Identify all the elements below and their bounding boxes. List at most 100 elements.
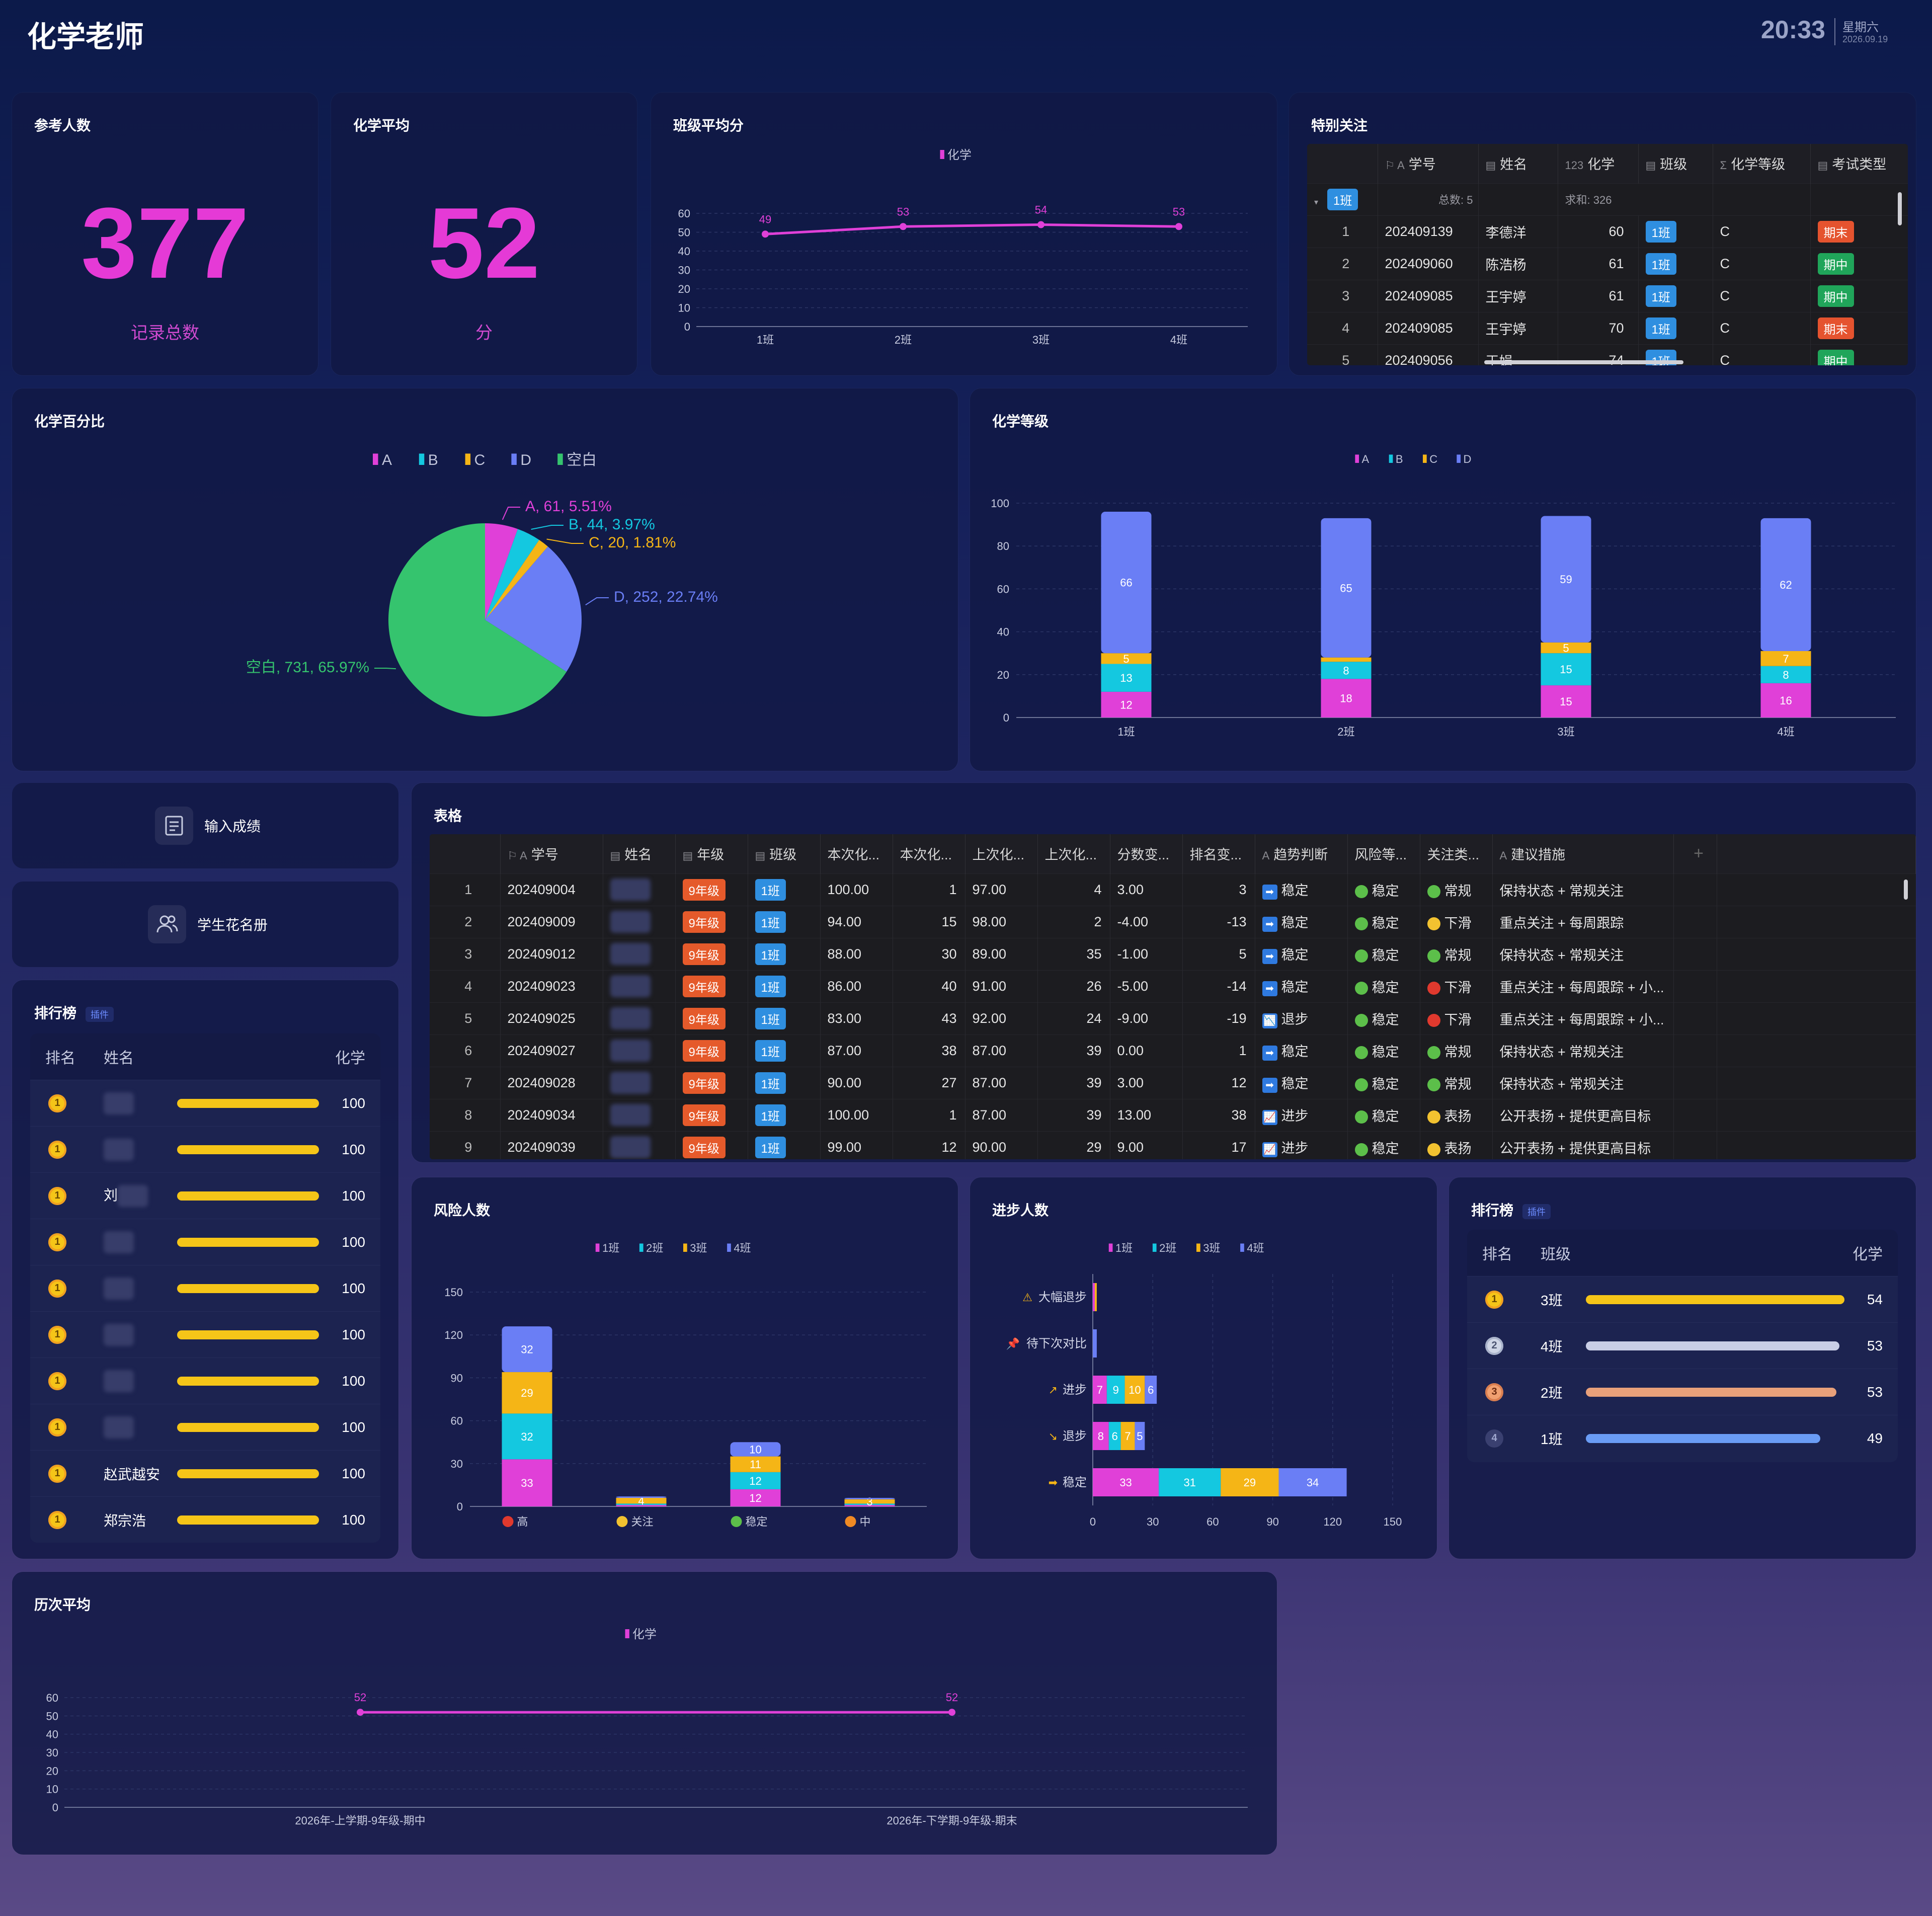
x-tick-label: 稳定 — [746, 1515, 768, 1528]
column-header[interactable]: A 趋势判断 — [1255, 834, 1348, 873]
column-header-name[interactable]: ▤ 姓名 — [1478, 144, 1558, 183]
bar-value-label: 16 — [1780, 694, 1792, 707]
column-header[interactable]: A 建议措施 — [1492, 834, 1674, 873]
leaderboard-row[interactable]: 1 100 — [30, 1080, 380, 1126]
pie-leader — [585, 597, 609, 606]
column-header-id[interactable]: ⚐ A 学号 — [1378, 144, 1479, 183]
table-row[interactable]: 5 202409025 9年级 1班 83.00 43 92.00 24 -9.… — [430, 1002, 1916, 1034]
class-name: 3班 — [1541, 1292, 1563, 1308]
cell-name: 李德洋 — [1478, 215, 1558, 248]
cell-advice: 保持状态 + 常规关注 — [1492, 937, 1674, 970]
table-row[interactable]: 2 202409009 9年级 1班 94.00 15 98.00 2 -4.0… — [430, 905, 1916, 938]
leaderboard-row[interactable]: 1 100 — [30, 1126, 380, 1172]
cell-trend: ➡ 稳定 — [1255, 1066, 1348, 1099]
class-name: 2班 — [1541, 1385, 1563, 1401]
row-index: 8 — [430, 1098, 501, 1131]
vertical-scrollbar[interactable] — [1904, 880, 1908, 900]
class-name: 1班 — [1541, 1431, 1563, 1447]
column-header[interactable]: 关注类... — [1420, 834, 1493, 873]
legend-label: 1班 — [1115, 1242, 1133, 1254]
leaderboard-row[interactable]: 1 100 — [30, 1219, 380, 1265]
grade-tag: 9年级 — [682, 911, 726, 933]
column-header[interactable]: 上次化... — [1037, 834, 1110, 873]
bar-segment — [1541, 653, 1591, 686]
cell-class: 1班 — [1638, 247, 1713, 280]
cell-add-empty — [1673, 873, 1717, 906]
column-header[interactable]: ⚐ A 学号 — [500, 834, 603, 873]
leaderboard-row[interactable]: 3 2班 53 — [1467, 1369, 1898, 1415]
column-header[interactable]: 风险等... — [1347, 834, 1420, 873]
chart-title: 历次平均 — [34, 1597, 91, 1613]
bar-value-label: 5 — [1563, 642, 1569, 655]
bar-value-label: 6 — [1112, 1430, 1118, 1443]
column-header[interactable]: ▤ 班级 — [748, 834, 821, 873]
input-scores-button[interactable]: 输入成绩 — [12, 783, 398, 868]
cell-focus: 下滑 — [1420, 1002, 1493, 1034]
add-column-button[interactable]: + — [1673, 834, 1717, 873]
column-header[interactable]: 上次化... — [965, 834, 1038, 873]
leaderboard-row[interactable]: 1 100 — [30, 1404, 380, 1450]
column-header-grade[interactable]: Σ 化学等级 — [1713, 144, 1811, 183]
column-header[interactable]: 排名变... — [1182, 834, 1255, 873]
gold-medal-icon: 1 — [48, 1372, 66, 1390]
class-average-chart: 化学 0 10 20 30 40 50 60 1班 2班 3班 4班 49 53 54 53 — [678, 148, 1248, 346]
chart-title: 班级平均分 — [673, 118, 744, 133]
cell-class: 1班 — [748, 1098, 821, 1131]
bar-value-label: 32 — [521, 1430, 533, 1443]
y-tick-label: 80 — [997, 540, 1009, 552]
table-row[interactable]: 6 202409027 9年级 1班 87.00 38 87.00 39 0.0… — [430, 1034, 1916, 1067]
score-bar — [177, 1423, 319, 1432]
trend-icon: ➡ — [1262, 917, 1277, 932]
vertical-scrollbar[interactable] — [1898, 192, 1902, 225]
redacted-name — [610, 1104, 651, 1126]
cell-previous-score: 91.00 — [965, 970, 1038, 1002]
horizontal-scrollbar[interactable] — [1484, 360, 1683, 364]
column-header[interactable]: 本次化... — [820, 834, 893, 873]
cell-trend: ➡ 稳定 — [1255, 970, 1348, 1002]
leaderboard-header: 排名 班级 化学 — [1467, 1230, 1898, 1276]
risk-bar-chart: 1班 2班 3班 4班030609012015033322932高4关注1212111… — [444, 1242, 927, 1528]
cell-name-redacted — [603, 1034, 676, 1067]
group-row[interactable]: ▾ 1班 总数: 5 求和: 326 — [1307, 183, 1908, 215]
table-row[interactable]: 2 202409060 陈浩杨 61 1班 C 期中 — [1307, 247, 1908, 280]
leaderboard-row[interactable]: 1 100 — [30, 1265, 380, 1311]
leaderboard-row[interactable]: 1 赵武越安 100 — [30, 1450, 380, 1496]
table-row[interactable]: 1 202409004 9年级 1班 100.00 1 97.00 4 3.00… — [430, 873, 1916, 906]
table-row[interactable]: 4 202409023 9年级 1班 86.00 40 91.00 26 -5.… — [430, 970, 1916, 1002]
cell-current-rank: 30 — [893, 937, 965, 970]
cell-id: 202409085 — [1378, 279, 1479, 312]
leaderboard-row[interactable]: 1 郑宗浩 100 — [30, 1496, 380, 1543]
leaderboard-row[interactable]: 1 100 — [30, 1358, 380, 1404]
column-header-score[interactable]: 123 化学 — [1558, 144, 1639, 183]
bar-value-label: 10 — [1129, 1384, 1141, 1396]
cell-advice: 重点关注 + 每周跟踪 + 小... — [1492, 1002, 1674, 1034]
table-row[interactable]: 3 202409012 9年级 1班 88.00 30 89.00 35 -1.… — [430, 937, 1916, 970]
student-score: 100 — [342, 1187, 365, 1204]
column-header-type[interactable]: ▤ 考试类型 — [1810, 144, 1908, 183]
column-header[interactable]: 分数变... — [1110, 834, 1183, 873]
collapse-caret-icon[interactable]: ▾ — [1314, 198, 1319, 207]
bar-segment — [1120, 1422, 1135, 1450]
bar-segment — [1321, 662, 1372, 679]
leaderboard-row[interactable]: 1 3班 54 — [1467, 1276, 1898, 1322]
student-roster-button[interactable]: 学生花名册 — [12, 882, 398, 967]
table-row[interactable]: 3 202409085 王宇婷 61 1班 C 期中 — [1307, 279, 1908, 312]
table-row[interactable]: 7 202409028 9年级 1班 90.00 27 87.00 39 3.0… — [430, 1066, 1916, 1099]
column-header[interactable]: ▤ 姓名 — [603, 834, 676, 873]
table-row[interactable]: 4 202409085 王宇婷 70 1班 C 期末 — [1307, 311, 1908, 344]
cell-rank-change: 1 — [1182, 1034, 1255, 1067]
table-row[interactable]: 9 202409039 9年级 1班 99.00 12 90.00 29 9.0… — [430, 1131, 1916, 1159]
leaderboard-row[interactable]: 4 1班 49 — [1467, 1415, 1898, 1461]
column-header[interactable]: 本次化... — [893, 834, 965, 873]
class-tag: 1班 — [1645, 285, 1676, 307]
table-row[interactable]: 8 202409034 9年级 1班 100.00 1 87.00 39 13.… — [430, 1098, 1916, 1131]
leaderboard-row[interactable]: 1 刘 100 — [30, 1172, 380, 1219]
column-header-class[interactable]: ▤ 班级 — [1638, 144, 1713, 183]
leaderboard-row[interactable]: 2 4班 53 — [1467, 1322, 1898, 1369]
column-header[interactable]: ▤ 年级 — [675, 834, 748, 873]
table-row[interactable]: 1 202409139 李德洋 60 1班 C 期末 — [1307, 215, 1908, 248]
column-type-icon: A — [1499, 849, 1507, 862]
leaderboard-row[interactable]: 1 100 — [30, 1311, 380, 1358]
cell-advice: 公开表扬 + 提供更高目标 — [1492, 1131, 1674, 1159]
grade-tag: 9年级 — [682, 1040, 726, 1062]
